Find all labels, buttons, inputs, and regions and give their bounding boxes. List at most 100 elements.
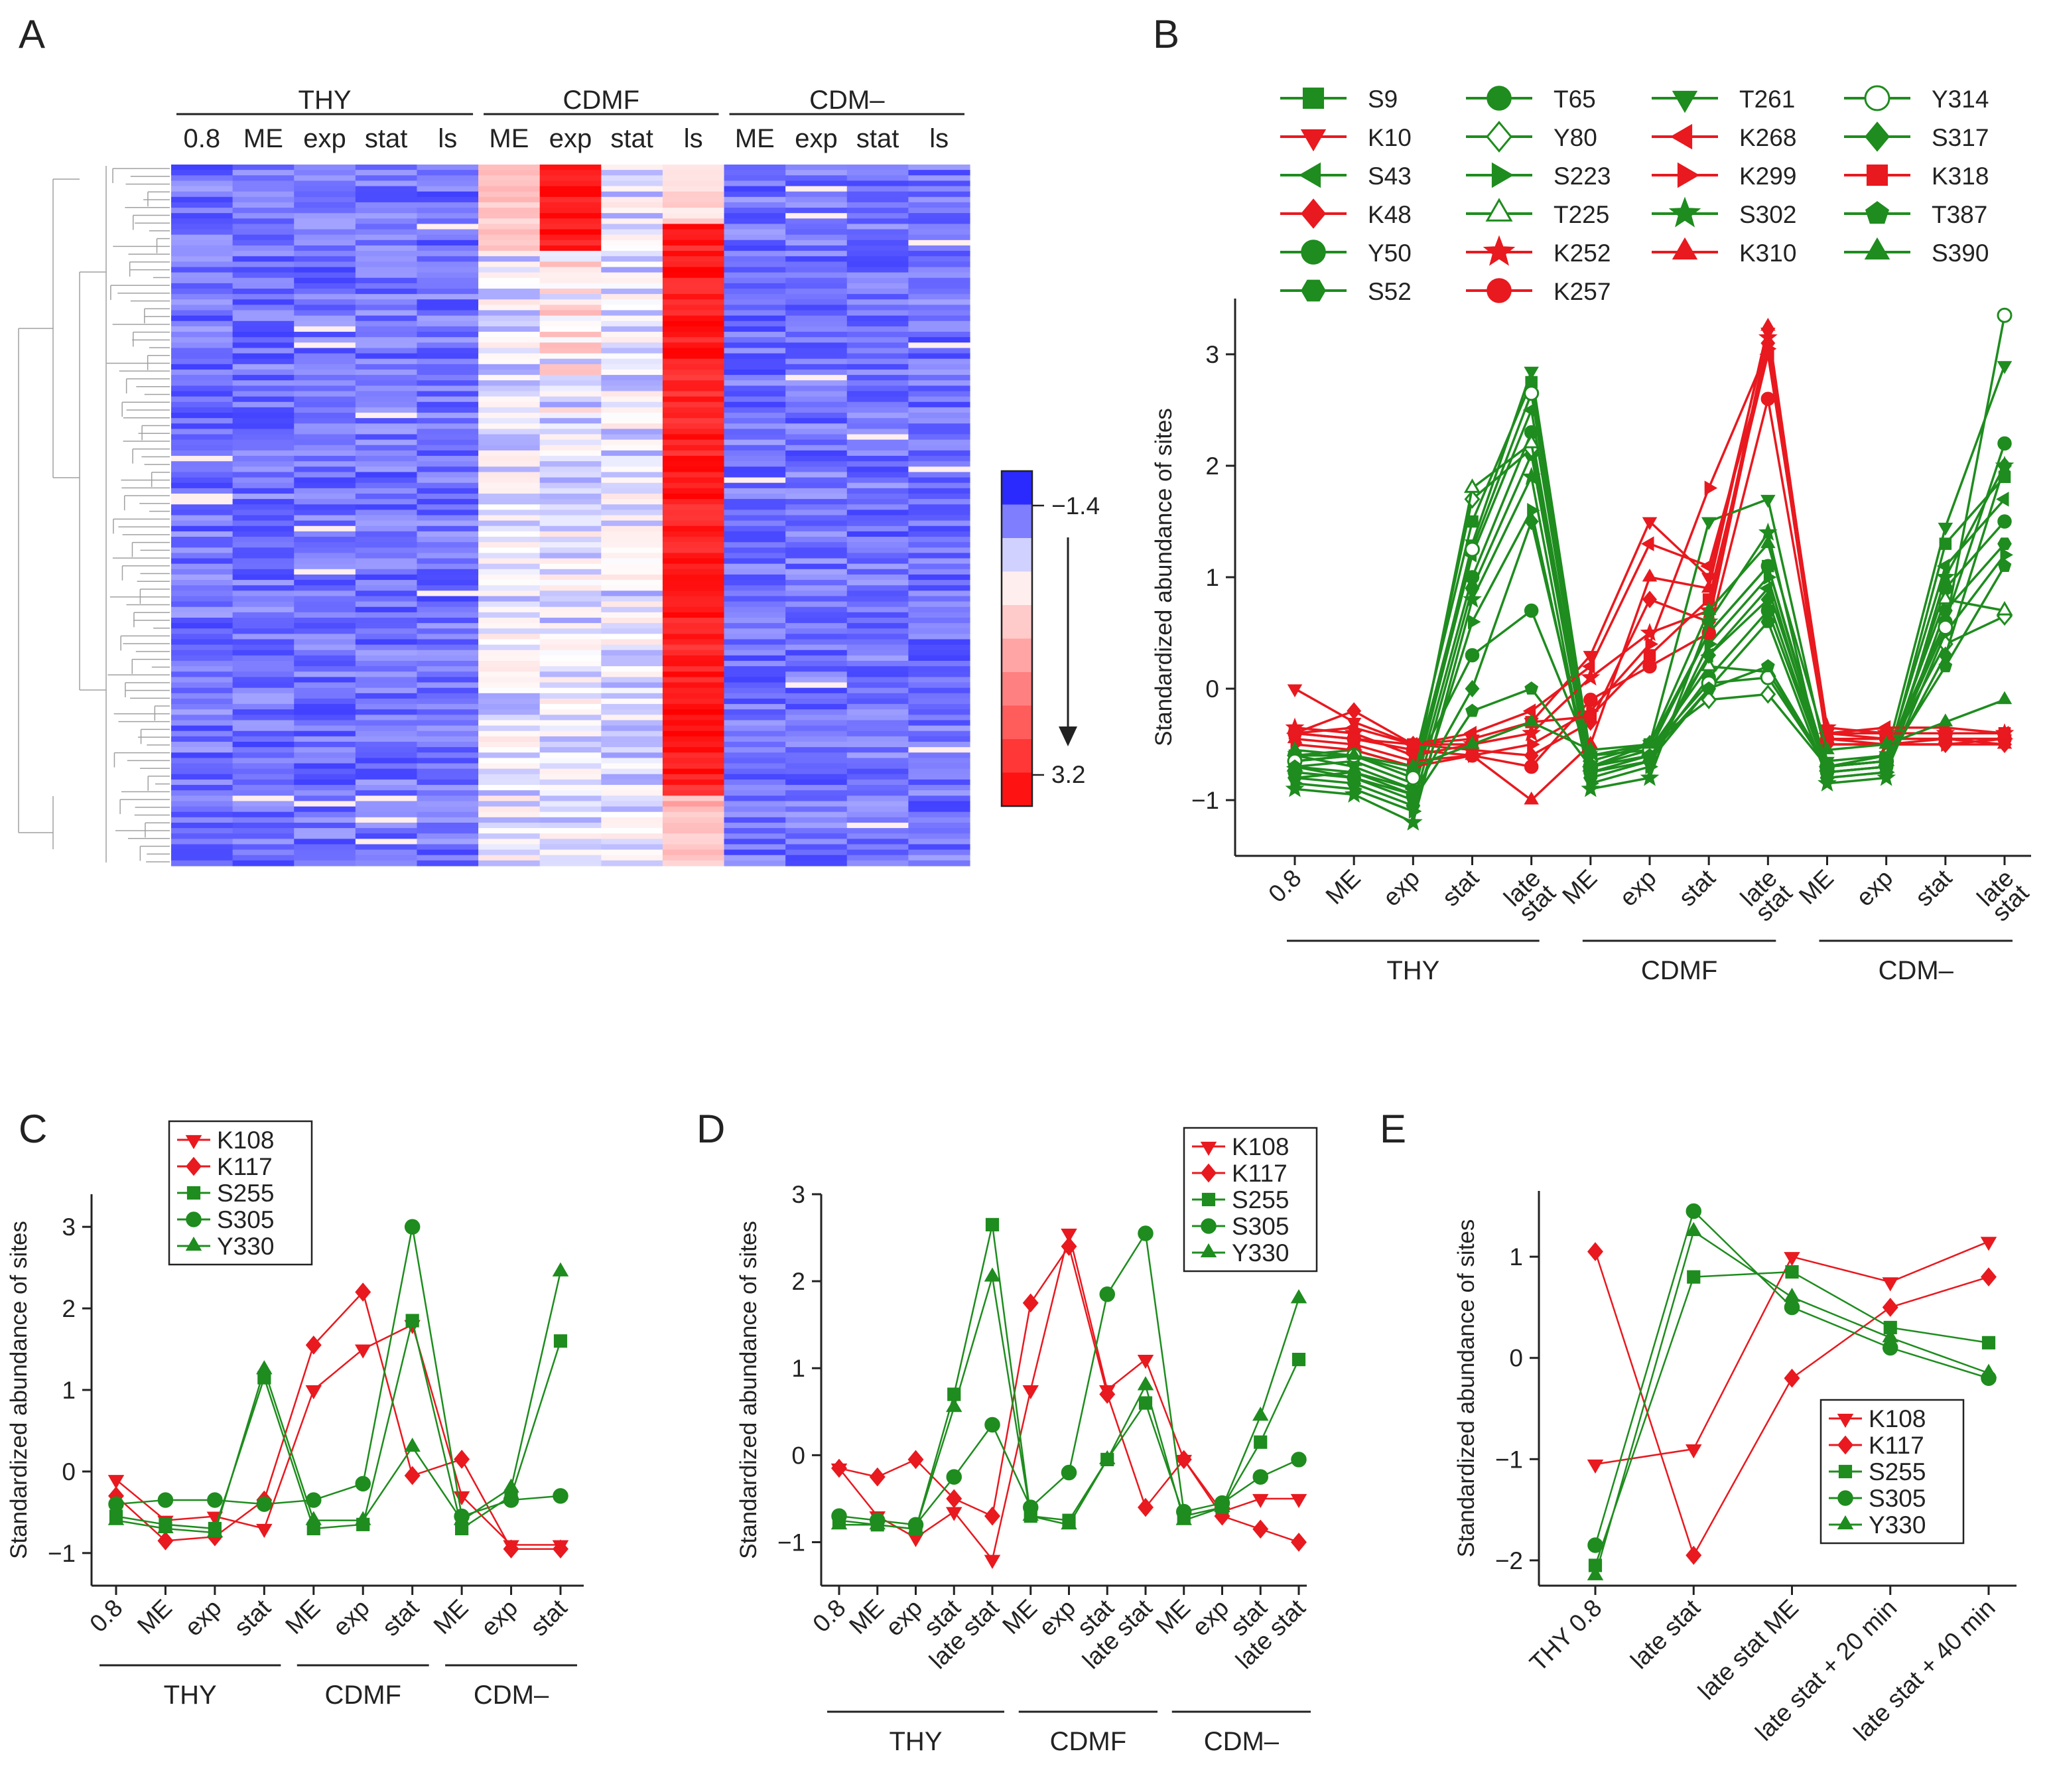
heatmap-cell [908, 380, 970, 386]
heatmap-cell [724, 380, 786, 386]
heatmap-cell [478, 785, 541, 791]
heatmap-cell [417, 790, 479, 796]
heatmap-cell [232, 720, 295, 726]
point-K10 [1287, 684, 1303, 697]
heatmap-cell [908, 401, 970, 408]
point-K117 [869, 1467, 886, 1487]
point-Y330 [1882, 1328, 1899, 1343]
heatmap-cell [171, 628, 233, 634]
heatmap-cell [908, 482, 970, 489]
point-K117 [984, 1506, 1000, 1526]
heatmap-cell [478, 661, 541, 667]
heatmap-cell [785, 439, 848, 446]
heatmap-cell [601, 774, 663, 780]
heatmap-cell [294, 520, 356, 527]
heatmap-column-label: 0.8 [184, 124, 221, 153]
heatmap-cell [662, 563, 725, 570]
heatmap-cell [662, 208, 725, 214]
heatmap-cell [601, 353, 663, 360]
heatmap-cell [417, 644, 479, 651]
point-K108 [1587, 1459, 1604, 1474]
heatmap-cell [171, 580, 233, 586]
legend-marker-S305 [186, 1211, 202, 1227]
heatmap-cell [724, 289, 786, 295]
heatmap-cell [724, 806, 786, 813]
heatmap-cell [601, 234, 663, 241]
heatmap-cell [724, 628, 786, 634]
heatmap-cell [171, 558, 233, 565]
x-tick-label: ME [844, 1594, 889, 1639]
point-T387 [1642, 748, 1657, 762]
legend-marker-K10 [1300, 129, 1327, 152]
heatmap-cell [294, 213, 356, 219]
heatmap-cell [908, 563, 970, 570]
heatmap-cell [908, 342, 970, 349]
heatmap-cell [785, 650, 848, 656]
heatmap-cell [171, 294, 233, 300]
heatmap-cell [908, 833, 970, 839]
point-S390 [1879, 736, 1894, 749]
heatmap-cell [785, 752, 848, 758]
legend-marker-K268 [1670, 123, 1693, 150]
heatmap-cell [908, 488, 970, 494]
y-tick-label: −1 [1191, 787, 1219, 814]
heatmap-cell [724, 779, 786, 786]
heatmap-cell [539, 499, 602, 505]
heatmap-cell [417, 294, 479, 300]
point-Y314 [1405, 770, 1421, 786]
heatmap-cell [908, 364, 970, 370]
heatmap-cell [601, 289, 663, 295]
heatmap-cell [478, 218, 541, 225]
heatmap-cell [846, 537, 909, 543]
heatmap-cell [417, 358, 479, 365]
heatmap-cell [417, 634, 479, 640]
point-K252 [1522, 723, 1542, 742]
heatmap-cell [601, 196, 663, 203]
point-T225 [1523, 433, 1540, 448]
heatmap-cell [908, 677, 970, 683]
heatmap-cell [785, 499, 848, 505]
heatmap-cell [171, 563, 233, 570]
heatmap-cell [724, 725, 786, 732]
heatmap-cell [539, 617, 602, 624]
heatmap-cell [724, 488, 786, 494]
heatmap-cell [601, 224, 663, 230]
heatmap-cell [171, 698, 233, 705]
heatmap-cell [232, 348, 295, 354]
heatmap-cell [601, 499, 663, 505]
heatmap-cell [232, 272, 295, 279]
heatmap-cell [908, 369, 970, 376]
heatmap-cell [539, 407, 602, 413]
heatmap-cell [171, 811, 233, 818]
heatmap-cell [232, 299, 295, 305]
heatmap-cell [846, 811, 909, 818]
heatmap-cell [171, 666, 233, 672]
heatmap-cell [662, 839, 725, 845]
heatmap-cell [539, 401, 602, 408]
point-K108 [984, 1554, 1001, 1569]
point-K257 [1642, 659, 1657, 674]
heatmap-cell [478, 704, 541, 710]
heatmap-cell [294, 364, 356, 370]
heatmap-cell [417, 601, 479, 608]
point-K117 [404, 1466, 421, 1485]
heatmap-cell [785, 229, 848, 236]
heatmap-cell [171, 704, 233, 710]
heatmap-cell [478, 224, 541, 230]
heatmap-cell [601, 439, 663, 446]
heatmap-cell [662, 855, 725, 861]
heatmap-cell [355, 860, 418, 866]
heatmap-cell [785, 315, 848, 322]
heatmap-cell [846, 682, 909, 689]
heatmap-cell [478, 450, 541, 456]
heatmap-cell [478, 493, 541, 500]
heatmap-cell [417, 196, 479, 203]
point-S223 [1468, 614, 1481, 630]
heatmap-cell [478, 504, 541, 510]
heatmap-cell [171, 267, 233, 273]
point-T387 [1938, 659, 1953, 673]
heatmap-cell [294, 817, 356, 823]
heatmap-cell [171, 736, 233, 742]
heatmap-cell [908, 709, 970, 715]
heatmap-cell [601, 396, 663, 403]
